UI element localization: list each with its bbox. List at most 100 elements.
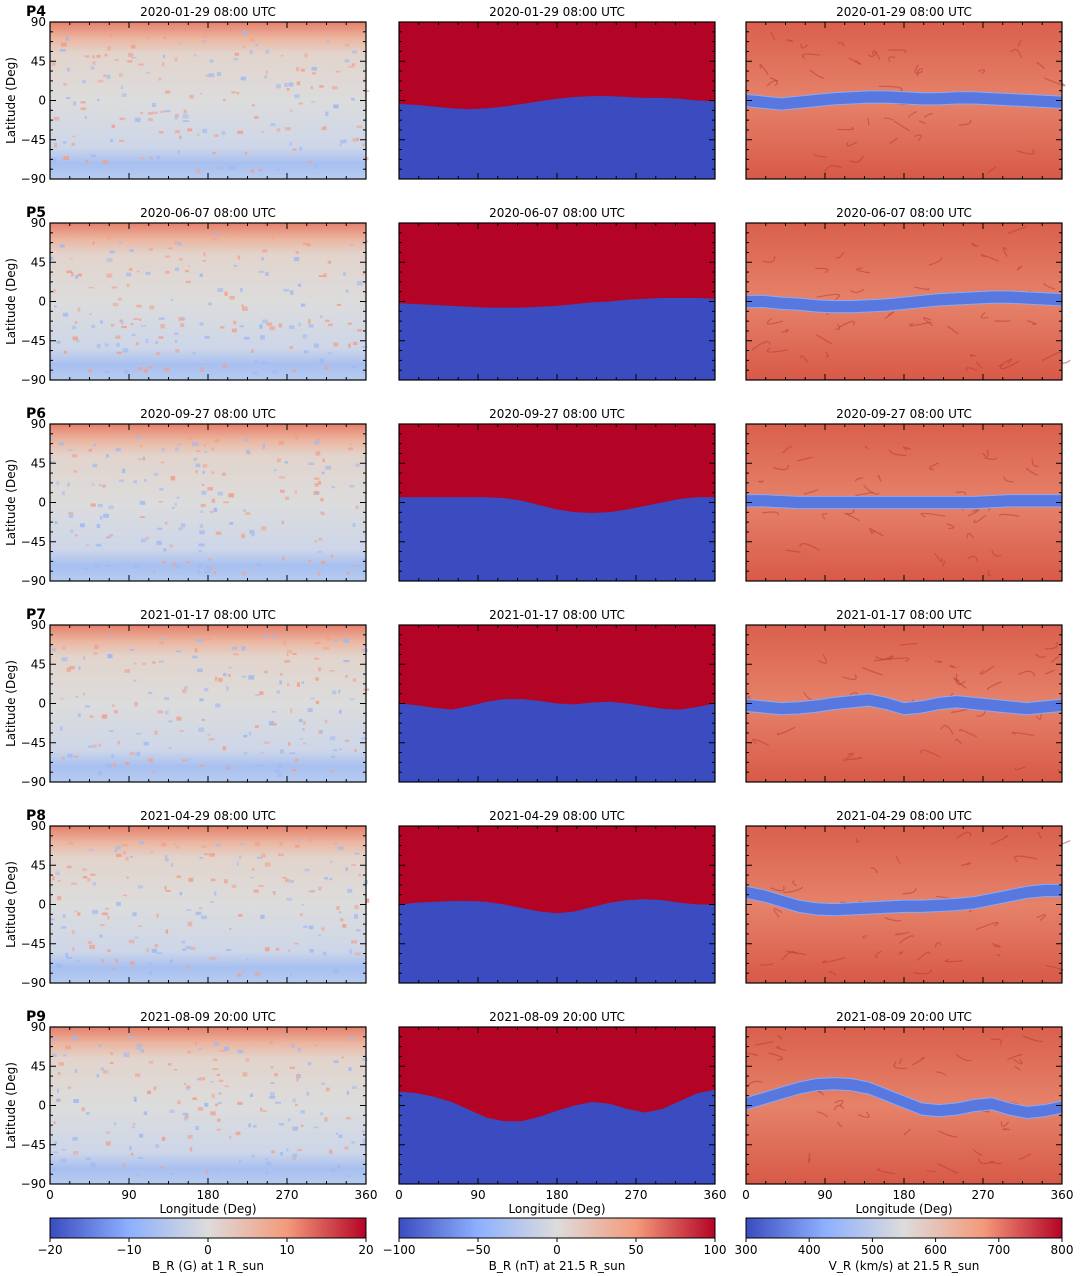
field-speckle (289, 974, 293, 977)
field-speckle (311, 100, 316, 103)
field-speckle (242, 1072, 248, 1077)
speed-texture-line (1002, 246, 1008, 257)
field-speckle (53, 1121, 56, 1124)
field-speckle (176, 716, 182, 721)
field-speckle (263, 741, 270, 744)
speed-texture-line (876, 1168, 895, 1175)
negative-polarity-region (399, 298, 715, 380)
speed-texture-line (868, 527, 884, 537)
field-speckle (201, 915, 207, 920)
field-speckle (115, 335, 121, 339)
field-speckle (119, 118, 123, 120)
colorbar-tick-label: 20 (358, 1243, 373, 1257)
field-speckle (137, 458, 143, 461)
field-speckle (82, 876, 88, 879)
field-speckle (179, 892, 183, 896)
speed-texture-line (914, 134, 922, 142)
colorbar-tick-label: 0 (553, 1243, 561, 1257)
field-speckle (129, 751, 135, 756)
field-speckle (348, 65, 354, 68)
speed-texture-line (902, 446, 911, 451)
field-speckle (74, 534, 78, 537)
field-speckle (119, 73, 123, 77)
y-tick-label: −45 (21, 334, 46, 348)
field-speckle (107, 654, 113, 659)
speed-texture-line (916, 951, 931, 961)
field-speckle (187, 437, 193, 440)
field-speckle (182, 759, 188, 762)
speed-texture-line (777, 1034, 783, 1040)
field-speckle (329, 878, 333, 881)
speed-texture-line (945, 523, 955, 530)
field-speckle (187, 265, 190, 267)
field-speckle (345, 1116, 351, 1120)
field-speckle (307, 161, 313, 163)
field-speckle (199, 530, 205, 535)
speed-texture-line (773, 908, 783, 918)
colorbar-tick-label: 50 (628, 1243, 643, 1257)
field-speckle (50, 157, 57, 162)
panel-timestamp: 2021-01-17 08:00 UTC (140, 608, 276, 622)
speed-texture-line (769, 77, 778, 87)
field-speckle (336, 1132, 339, 1135)
polarity-panel-P6 (399, 424, 715, 581)
field-speckle (214, 1171, 219, 1174)
field-speckle (269, 326, 276, 331)
field-speckle (242, 30, 248, 35)
field-speckle (276, 458, 281, 463)
speed-texture-line (950, 708, 969, 714)
field-speckle (128, 939, 135, 944)
field-speckle (185, 946, 192, 950)
field-speckle (118, 479, 125, 482)
speed-texture-line (762, 511, 779, 516)
field-speckle (344, 1146, 349, 1150)
negative-polarity-region (399, 497, 715, 581)
speed-texture-line (965, 367, 978, 372)
field-speckle (91, 483, 95, 486)
x-axis-label: Longitude (Deg) (855, 1202, 952, 1216)
field-speckle (50, 461, 55, 464)
field-speckle (279, 680, 282, 685)
speed-texture-line (967, 555, 978, 562)
speed-texture-line (987, 165, 997, 174)
field-speckle (260, 1107, 263, 1112)
field-speckle (209, 853, 215, 857)
field-speckle (202, 260, 207, 262)
field-speckle (54, 963, 58, 966)
field-speckle (322, 458, 325, 462)
field-speckle (86, 543, 90, 546)
field-speckle (111, 124, 115, 128)
field-speckle (243, 509, 247, 512)
field-speckle (109, 250, 115, 254)
field-speckle (292, 1156, 296, 1161)
field-speckle (220, 166, 224, 169)
field-speckle (88, 286, 94, 289)
field-speckle (192, 1097, 197, 1100)
speed-texture-line (944, 958, 963, 963)
field-speckle (314, 540, 317, 543)
speed-texture-line (833, 1104, 845, 1111)
colorbar-3 (745, 1217, 1063, 1239)
field-speckle (254, 725, 259, 729)
y-tick-label: 45 (31, 858, 46, 872)
field-speckle (126, 272, 132, 277)
field-speckle (113, 763, 116, 767)
field-speckle (218, 1092, 222, 1095)
field-speckle (71, 882, 77, 885)
field-speckle (158, 660, 164, 663)
field-speckle (198, 550, 203, 553)
field-speckle (314, 165, 319, 170)
field-speckle (116, 853, 122, 858)
field-speckle (319, 85, 324, 88)
negative-polarity-region (399, 699, 715, 782)
field-speckle (329, 736, 336, 741)
field-speckle (213, 233, 220, 235)
field-speckle (94, 644, 99, 650)
field-speckle (222, 967, 226, 969)
speed-texture-line (877, 474, 882, 482)
field-speckle (137, 751, 140, 756)
field-speckle (288, 949, 291, 952)
speed-texture-line (1011, 731, 1034, 737)
field-speckle (145, 338, 149, 343)
speed-texture-line (902, 888, 917, 895)
